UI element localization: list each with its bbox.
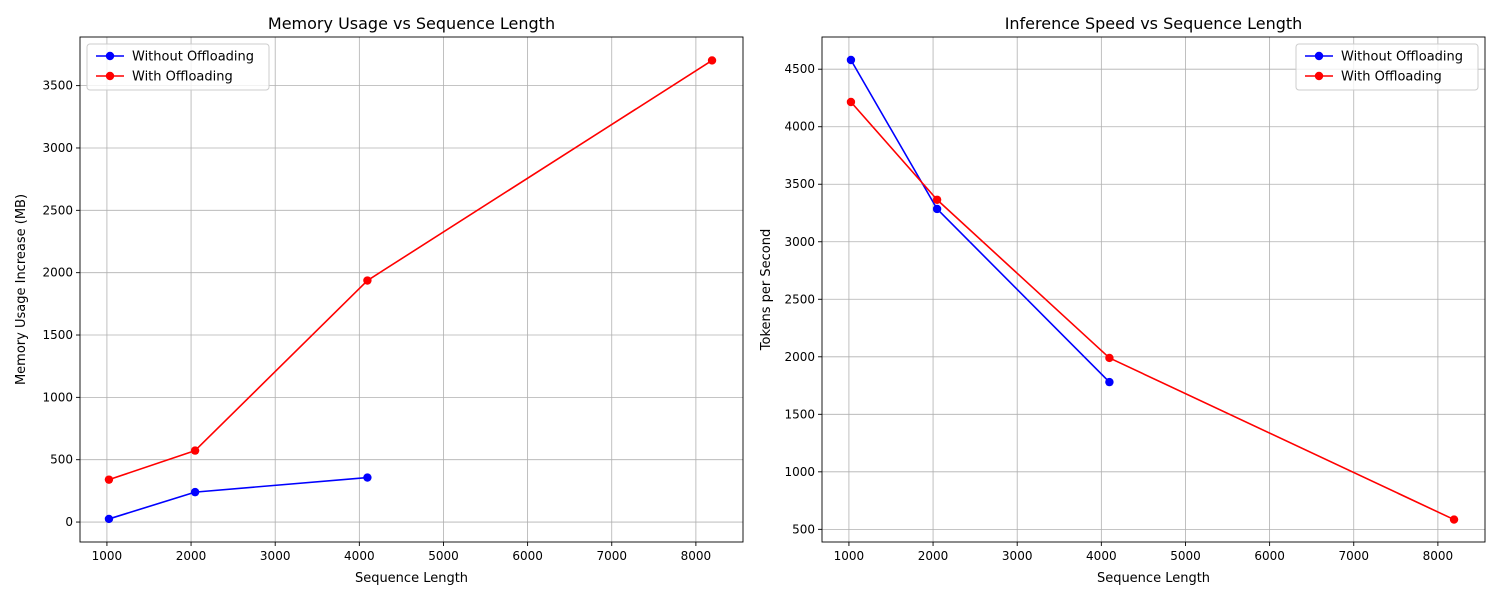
data-point	[1105, 353, 1114, 363]
y-axis-label: Tokens per Second	[759, 229, 774, 351]
y-tick-label: 1500	[784, 407, 815, 421]
legend-label: With Offloading	[1341, 70, 1442, 85]
legend-label: With Offloading	[132, 70, 233, 85]
y-tick-label: 500	[792, 522, 815, 536]
x-tick-label: 2000	[918, 549, 949, 563]
legend-box	[86, 43, 270, 91]
legend: Without Offloading With Offloading	[1295, 43, 1479, 91]
x-axis-label: Sequence Length	[1097, 571, 1210, 586]
x-tick-label: 7000	[1338, 549, 1369, 563]
plot-area	[80, 37, 743, 542]
y-tick-label: 2000	[784, 350, 815, 364]
y-tick-label: 2500	[784, 292, 815, 306]
legend: Without Offloading With Offloading	[86, 43, 270, 91]
y-tick-label: 3500	[784, 177, 815, 191]
data-point	[707, 56, 717, 65]
data-point	[932, 204, 942, 214]
x-tick-label: 3000	[260, 549, 291, 563]
y-tick-label: 1000	[42, 390, 73, 404]
x-axis-label: Sequence Length	[355, 571, 468, 586]
series-line	[850, 101, 1455, 521]
legend-marker	[1314, 71, 1324, 81]
x-tick-label: 3000	[1002, 549, 1033, 563]
series-line	[108, 59, 713, 481]
data-point	[846, 97, 856, 107]
x-tick-label: 1000	[834, 549, 865, 563]
y-tick-label: 4000	[784, 120, 815, 134]
data-point	[363, 473, 372, 482]
x-tick-label: 8000	[1423, 549, 1454, 563]
data-point	[190, 446, 200, 455]
chart-title: Inference Speed vs Sequence Length	[1005, 14, 1303, 33]
plot-area	[822, 37, 1485, 542]
x-tick-label: 5000	[1170, 549, 1201, 563]
x-tick-label: 6000	[512, 549, 543, 563]
x-tick-label: 1000	[92, 549, 123, 563]
y-tick-label: 3500	[42, 79, 73, 93]
legend-box	[1295, 43, 1479, 91]
data-point	[1449, 515, 1459, 524]
data-point	[932, 195, 942, 204]
y-tick-label: 3000	[42, 141, 73, 155]
legend-marker	[105, 71, 115, 81]
x-tick-label: 6000	[1254, 549, 1285, 563]
data-point	[104, 514, 114, 524]
y-tick-label: 1500	[42, 328, 73, 342]
plot-frame	[821, 36, 1486, 543]
y-axis-label: Memory Usage Increase (MB)	[14, 194, 29, 385]
plot-frame	[79, 36, 744, 543]
legend-label: Without Offloading	[132, 50, 254, 65]
data-point	[1105, 377, 1114, 387]
x-tick-label: 4000	[1086, 549, 1117, 563]
x-tick-label: 5000	[428, 549, 459, 563]
y-tick-label: 4500	[784, 62, 815, 76]
x-tick-label: 2000	[176, 549, 207, 563]
legend-marker	[105, 51, 115, 61]
data-point	[846, 55, 856, 65]
y-tick-label: 2500	[42, 203, 73, 217]
data-point	[190, 487, 200, 497]
chart-title: Memory Usage vs Sequence Length	[268, 14, 555, 33]
y-tick-label: 1000	[784, 465, 815, 479]
chart-inference-speed: 1000 2000 3000 4000 5000 6000 7000 8000 500 1000 1…	[759, 14, 1486, 586]
chart-memory-usage: 1000 2000 3000 4000 5000 6000 7000 8000 0 500 1000…	[14, 14, 744, 586]
legend-label: Without Offloading	[1341, 50, 1463, 65]
x-tick-label: 8000	[681, 549, 712, 563]
y-tick-label: 3000	[784, 235, 815, 249]
data-point	[363, 276, 372, 285]
data-point	[104, 475, 114, 484]
legend-marker	[1314, 51, 1324, 61]
y-tick-label: 500	[50, 453, 73, 467]
y-tick-label: 0	[65, 515, 73, 529]
y-tick-label: 2000	[42, 266, 73, 280]
x-tick-label: 7000	[596, 549, 627, 563]
x-tick-label: 4000	[344, 549, 375, 563]
